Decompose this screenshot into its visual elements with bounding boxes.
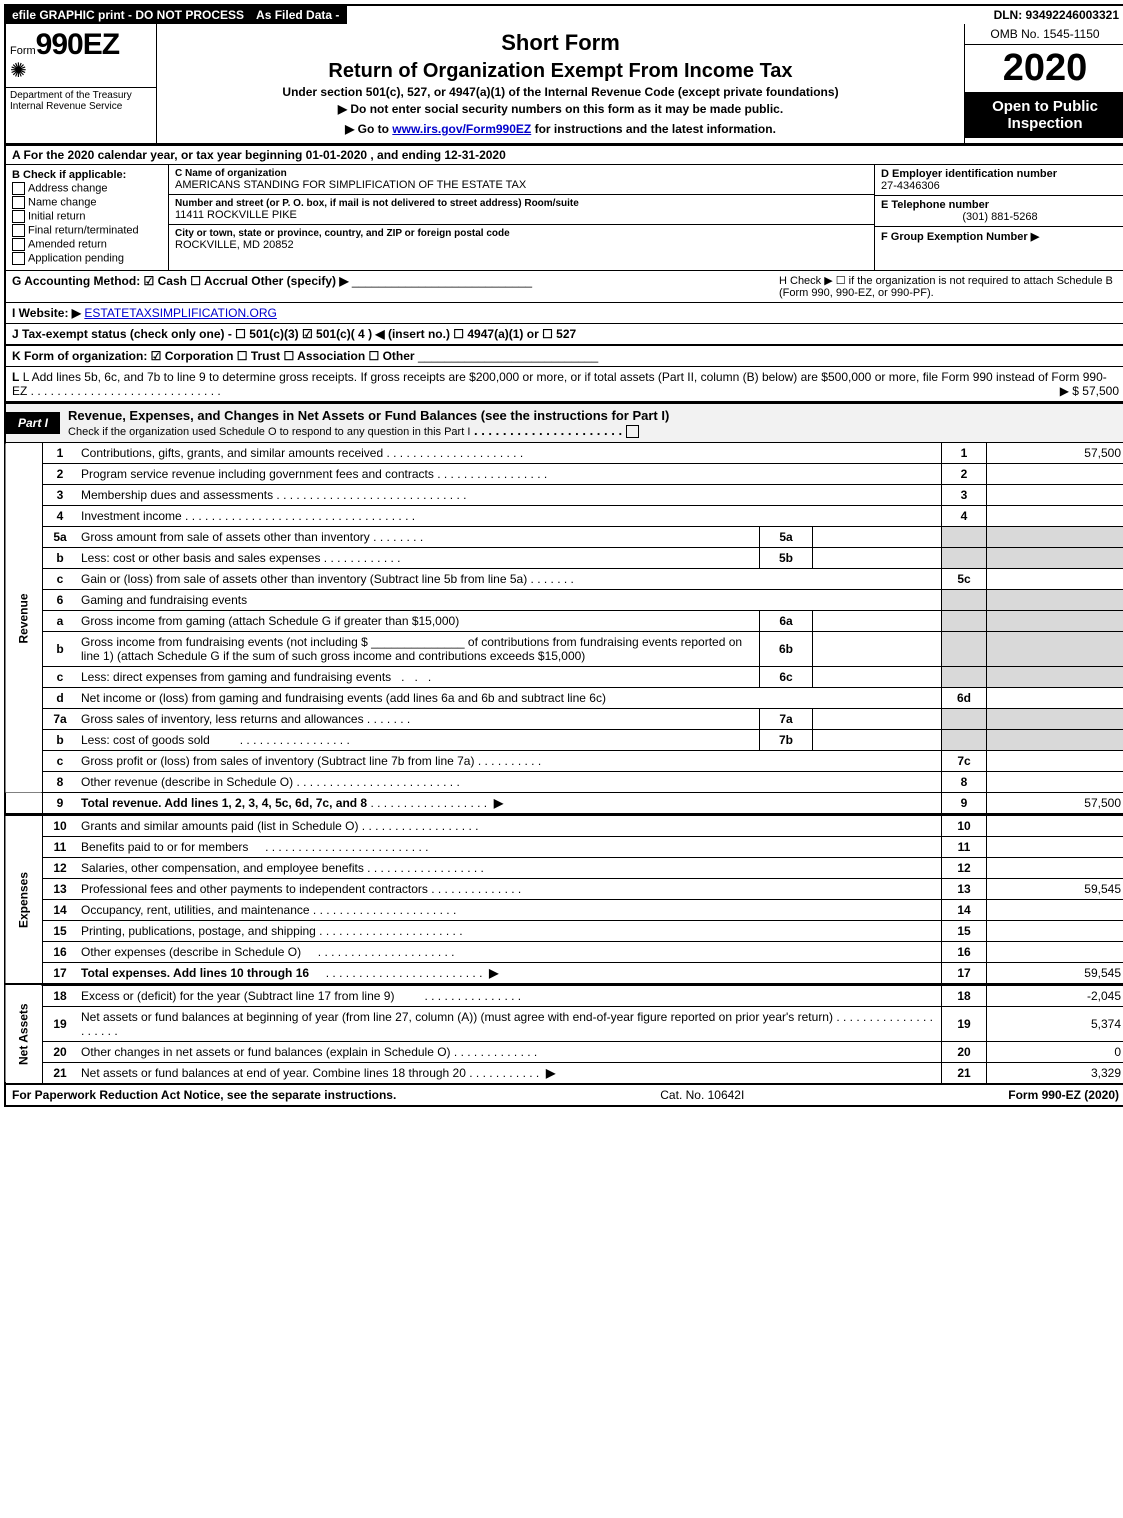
part-1-title: Revenue, Expenses, and Changes in Net As… [60,404,1123,442]
part-1-tab: Part I [6,412,60,434]
entity-block: B Check if applicable: Address change Na… [4,165,1123,271]
line-7c: c Gross profit or (loss) from sales of i… [5,751,1123,772]
footer-form: Form 990-EZ (2020) [1008,1088,1119,1102]
line-1: Revenue 1 Contributions, gifts, grants, … [5,443,1123,464]
check-amended[interactable]: Amended return [12,238,162,251]
line-2: 2 Program service revenue including gove… [5,464,1123,485]
website-link[interactable]: ESTATETAXSIMPLIFICATION.ORG [84,306,276,320]
top-bar: efile GRAPHIC print - DO NOT PROCESS As … [4,4,1123,24]
box-h: H Check ▶ ☐ if the organization is not r… [779,274,1119,299]
side-expenses: Expenses [5,815,43,985]
check-address[interactable]: Address change [12,182,162,195]
omb-no: OMB No. 1545-1150 [965,24,1123,45]
short-form-title: Short Form [163,30,958,56]
header-right: OMB No. 1545-1150 2020 Open to Public In… [964,24,1123,143]
line-5b: b Less: cost or other basis and sales ex… [5,548,1123,569]
subtitle: Under section 501(c), 527, or 4947(a)(1)… [163,85,958,99]
box-d-ein: D Employer identification number 27-4346… [875,165,1123,270]
header-title-block: Short Form Return of Organization Exempt… [157,24,964,143]
row-i-website: I Website: ▶ ESTATETAXSIMPLIFICATION.ORG [4,303,1123,324]
row-j-tax-status: J Tax-exempt status (check only one) - ☐… [4,324,1123,345]
page-footer: For Paperwork Reduction Act Notice, see … [4,1084,1123,1107]
row-g-h: G Accounting Method: ☑ Cash ☐ Accrual Ot… [4,271,1123,303]
line-9: 9 Total revenue. Add lines 1, 2, 3, 4, 5… [5,793,1123,815]
form-header: Form990EZ ✺ Department of the Treasury I… [4,24,1123,146]
check-final[interactable]: Final return/terminated [12,224,162,237]
line-8: 8 Other revenue (describe in Schedule O)… [5,772,1123,793]
line-21: 21 Net assets or fund balances at end of… [5,1063,1123,1084]
part1-lines-table: Revenue 1 Contributions, gifts, grants, … [4,443,1123,1084]
warning-ssn: ▶ Do not enter social security numbers o… [163,102,958,116]
header-left: Form990EZ ✺ Department of the Treasury I… [6,24,157,143]
tax-year: 2020 [965,45,1123,92]
line-19: 19 Net assets or fund balances at beginn… [5,1007,1123,1042]
line-7b: b Less: cost of goods sold . . . . . . .… [5,730,1123,751]
line-20: 20 Other changes in net assets or fund b… [5,1042,1123,1063]
line-6a: a Gross income from gaming (attach Sched… [5,611,1123,632]
accounting-method: G Accounting Method: ☑ Cash ☐ Accrual Ot… [12,274,779,299]
side-net-assets: Net Assets [5,985,43,1084]
check-initial[interactable]: Initial return [12,210,162,223]
line-3: 3 Membership dues and assessments . . . … [5,485,1123,506]
efile-label: efile GRAPHIC print - DO NOT PROCESS [6,6,250,24]
line-6b: b Gross income from fundraising events (… [5,632,1123,667]
org-city-cell: City or town, state or province, country… [169,225,874,254]
dln-label: DLN: 93492246003321 [988,6,1123,24]
form-number: Form990EZ ✺ [6,24,156,87]
line-6c: c Less: direct expenses from gaming and … [5,667,1123,688]
dept-treasury: Department of the Treasury Internal Reve… [6,87,156,114]
line-18: Net Assets 18 Excess or (deficit) for th… [5,985,1123,1007]
tel-cell: E Telephone number (301) 881-5268 [875,196,1123,227]
mid-rows: G Accounting Method: ☑ Cash ☐ Accrual Ot… [4,271,1123,404]
line-15: 15 Printing, publications, postage, and … [5,921,1123,942]
line-6: 6 Gaming and fundraising events [5,590,1123,611]
line-6d: d Net income or (loss) from gaming and f… [5,688,1123,709]
part1-schedule-o-check[interactable] [626,425,639,438]
check-pending[interactable]: Application pending [12,252,162,265]
line-13: 13 Professional fees and other payments … [5,879,1123,900]
box-b-checks: B Check if applicable: Address change Na… [6,165,169,270]
row-k-form-org: K Form of organization: ☑ Corporation ☐ … [4,345,1123,367]
org-addr-cell: Number and street (or P. O. box, if mail… [169,195,874,225]
footer-cat: Cat. No. 10642I [660,1088,744,1102]
box-c-org: C Name of organization AMERICANS STANDIN… [169,165,875,270]
side-revenue: Revenue [5,443,43,793]
irs-link[interactable]: www.irs.gov/Form990EZ [392,122,531,136]
row-a-tax-year: A For the 2020 calendar year, or tax yea… [4,146,1123,165]
line-14: 14 Occupancy, rent, utilities, and maint… [5,900,1123,921]
line-5c: c Gain or (loss) from sale of assets oth… [5,569,1123,590]
goto-line: ▶ Go to www.irs.gov/Form990EZ for instru… [163,122,958,136]
top-blank [347,6,987,24]
line-7a: 7a Gross sales of inventory, less return… [5,709,1123,730]
ein-cell: D Employer identification number 27-4346… [875,165,1123,196]
org-name-cell: C Name of organization AMERICANS STANDIN… [169,165,874,195]
as-filed-label: As Filed Data - [250,6,347,24]
group-exempt-cell: F Group Exemption Number ▶ [875,227,1123,246]
line-11: 11 Benefits paid to or for members . . .… [5,837,1123,858]
line-10: Expenses 10 Grants and similar amounts p… [5,815,1123,837]
line-5a: 5a Gross amount from sale of assets othe… [5,527,1123,548]
line-17: 17 Total expenses. Add lines 10 through … [5,963,1123,985]
return-title: Return of Organization Exempt From Incom… [163,60,958,83]
open-public-inspection: Open to Public Inspection [965,92,1123,138]
box-b-header: B Check if applicable: [12,169,162,181]
part-1-header: Part I Revenue, Expenses, and Changes in… [4,404,1123,443]
line-12: 12 Salaries, other compensation, and emp… [5,858,1123,879]
check-name[interactable]: Name change [12,196,162,209]
line-4: 4 Investment income . . . . . . . . . . … [5,506,1123,527]
line-16: 16 Other expenses (describe in Schedule … [5,942,1123,963]
footer-left: For Paperwork Reduction Act Notice, see … [12,1088,396,1102]
row-l-gross-receipts: L L Add lines 5b, 6c, and 7b to line 9 t… [4,367,1123,404]
